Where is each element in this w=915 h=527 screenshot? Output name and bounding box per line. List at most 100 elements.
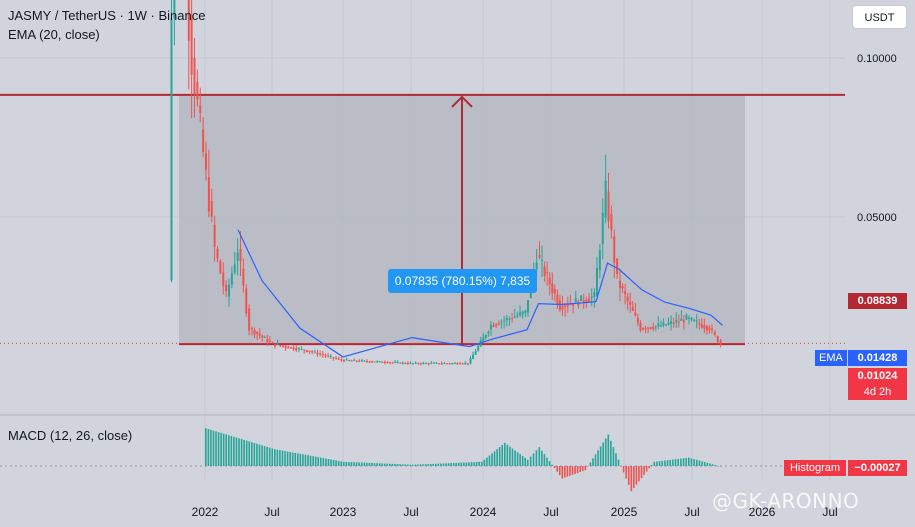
candle-body [368,361,371,363]
candle-body [708,327,711,331]
macd-bar [514,450,516,466]
candle-body [610,213,613,231]
macd-bar [215,431,217,466]
macd-bar [529,456,532,466]
macd-bar [496,449,498,466]
histogram-name-tag: Histogram [784,460,846,476]
candle-body [373,361,376,363]
macd-bar [630,466,633,492]
macd-bar [220,432,222,466]
candle-body [363,360,366,362]
macd-bar [625,466,627,479]
macd-bar [677,458,679,466]
macd-bar [592,458,594,466]
macd-bar [622,466,625,473]
candle-body [548,277,551,285]
macd-bar [207,428,210,466]
candle-body [535,262,538,270]
macd-bar [261,445,263,466]
candle-body [274,344,276,347]
macd-bar [424,464,427,466]
macd-bar [297,453,299,466]
candle-body [329,355,332,357]
macd-bar [358,462,360,466]
symbol-title[interactable]: JASMY / TetherUS · 1W · Binance [8,8,206,23]
macd-bar [427,464,429,466]
candle-body [477,345,480,351]
candle-body [521,311,524,315]
candle-body [495,324,498,326]
macd-bar [396,464,399,466]
candle-body [340,359,343,361]
candle-body [624,291,627,295]
macd-bar [419,464,422,466]
macd-bar [320,457,322,466]
candle-body [445,363,448,365]
macd-bar [693,459,695,466]
candle-body [401,362,404,364]
macd-bar [685,457,687,466]
macd-bar [422,464,424,466]
x-tick-label: Jul [543,505,558,519]
candle-body [516,315,519,317]
macd-bar [412,464,414,466]
macd-bar [680,458,682,466]
candle-body [500,321,503,323]
candle-body [505,318,508,321]
candle-body [543,266,546,276]
candle-body [210,201,213,217]
candle-body [541,259,544,261]
macd-bar [491,453,493,466]
macd-indicator-label[interactable]: MACD (12, 26, close) [8,428,133,443]
candle-body [482,336,485,343]
candle-body [566,304,569,307]
candle-body [459,363,462,365]
candle-body [412,363,414,365]
macd-bar [706,462,709,466]
candle-body [654,326,657,328]
macd-bar [210,429,212,466]
candle-body [665,324,667,326]
candle-body [205,153,207,170]
candle-body [193,58,196,95]
candle-body [425,363,428,365]
macd-bar [409,464,412,466]
candle-body [233,264,236,273]
macd-bar [664,460,666,466]
candle-body [631,307,634,311]
candle-body [513,316,516,318]
macd-bar [274,449,276,466]
candle-body [690,317,693,320]
candle-body [350,360,353,362]
macd-bar [597,450,599,466]
candle-body [170,18,173,281]
macd-bar [498,447,501,466]
candle-body [228,284,230,297]
candle-body [451,363,454,365]
macd-bar [383,463,386,466]
candle-body [230,273,233,285]
ema-line [237,229,723,358]
macd-bar [658,461,661,466]
currency-button[interactable]: USDT [852,5,907,29]
candle-body [279,345,282,347]
ema-indicator-label[interactable]: EMA (20, close) [8,27,100,42]
macd-bar [599,446,602,466]
candle-body [680,318,683,321]
candle-body [308,350,311,352]
macd-bar [535,450,538,466]
macd-bar [643,466,645,475]
macd-bar [538,447,541,466]
candle-body [313,351,316,353]
candle-body [337,358,340,360]
macd-bar [458,462,460,466]
macd-bar [509,446,511,466]
candle-body [295,348,298,351]
candle-body [345,359,348,361]
candle-body [487,331,490,334]
macd-bar [368,462,371,466]
macd-pane [0,415,845,480]
candle-body [432,362,435,364]
macd-bar [271,448,274,466]
